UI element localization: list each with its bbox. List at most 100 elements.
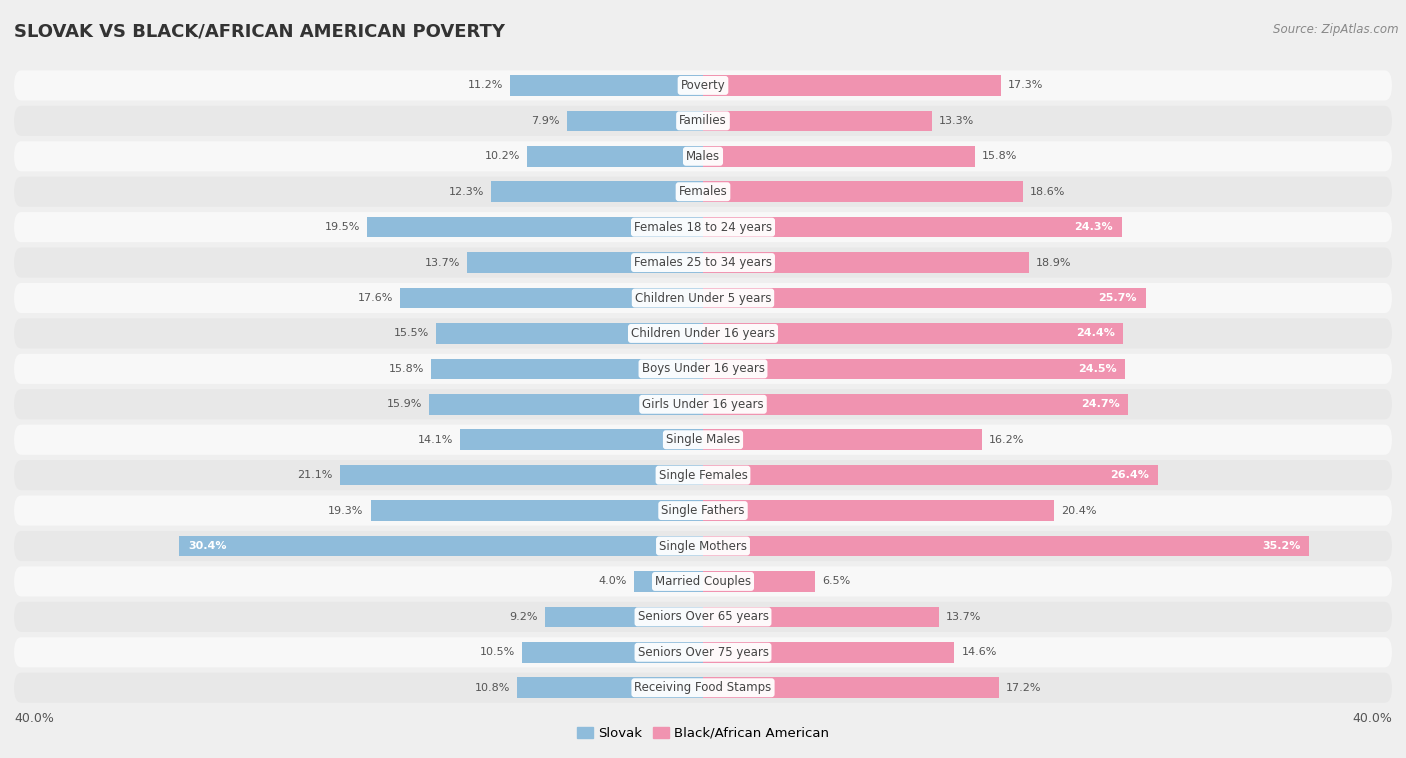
Bar [703, 359, 1125, 379]
FancyBboxPatch shape [14, 106, 1392, 136]
FancyBboxPatch shape [14, 70, 1392, 101]
Text: 30.4%: 30.4% [188, 541, 226, 551]
Text: Receiving Food Stamps: Receiving Food Stamps [634, 681, 772, 694]
Text: 40.0%: 40.0% [1353, 712, 1392, 725]
Bar [491, 181, 703, 202]
Text: Girls Under 16 years: Girls Under 16 years [643, 398, 763, 411]
FancyBboxPatch shape [14, 318, 1392, 349]
Text: Boys Under 16 years: Boys Under 16 years [641, 362, 765, 375]
Text: 6.5%: 6.5% [823, 576, 851, 587]
FancyBboxPatch shape [14, 637, 1392, 667]
Text: 11.2%: 11.2% [468, 80, 503, 90]
Bar [544, 606, 703, 627]
Text: 14.6%: 14.6% [962, 647, 997, 657]
Bar [703, 500, 1054, 521]
Text: 13.7%: 13.7% [425, 258, 460, 268]
Bar [703, 642, 955, 662]
Text: 12.3%: 12.3% [449, 186, 484, 197]
Text: SLOVAK VS BLACK/AFRICAN AMERICAN POVERTY: SLOVAK VS BLACK/AFRICAN AMERICAN POVERTY [14, 23, 505, 41]
Text: Children Under 5 years: Children Under 5 years [634, 292, 772, 305]
Text: 18.9%: 18.9% [1035, 258, 1071, 268]
Text: 15.9%: 15.9% [387, 399, 422, 409]
Text: 20.4%: 20.4% [1062, 506, 1097, 515]
Text: Seniors Over 65 years: Seniors Over 65 years [637, 610, 769, 623]
FancyBboxPatch shape [14, 141, 1392, 171]
Bar [703, 181, 1024, 202]
Text: 15.8%: 15.8% [388, 364, 425, 374]
Bar [517, 678, 703, 698]
Bar [703, 678, 1000, 698]
Bar [510, 75, 703, 96]
Bar [180, 536, 703, 556]
Text: 35.2%: 35.2% [1263, 541, 1301, 551]
FancyBboxPatch shape [14, 212, 1392, 243]
Text: Source: ZipAtlas.com: Source: ZipAtlas.com [1274, 23, 1399, 36]
Bar [703, 536, 1309, 556]
Text: Females 18 to 24 years: Females 18 to 24 years [634, 221, 772, 233]
FancyBboxPatch shape [14, 496, 1392, 525]
Text: 13.3%: 13.3% [939, 116, 974, 126]
Bar [399, 288, 703, 309]
FancyBboxPatch shape [14, 460, 1392, 490]
Bar [567, 111, 703, 131]
Text: Married Couples: Married Couples [655, 575, 751, 588]
Text: 9.2%: 9.2% [509, 612, 537, 622]
Text: 15.5%: 15.5% [394, 328, 429, 338]
Text: 13.7%: 13.7% [946, 612, 981, 622]
Text: Children Under 16 years: Children Under 16 years [631, 327, 775, 340]
Bar [703, 394, 1129, 415]
Bar [703, 75, 1001, 96]
Text: Females 25 to 34 years: Females 25 to 34 years [634, 256, 772, 269]
FancyBboxPatch shape [14, 354, 1392, 384]
FancyBboxPatch shape [14, 248, 1392, 277]
Text: 18.6%: 18.6% [1031, 186, 1066, 197]
Bar [634, 572, 703, 592]
Text: 24.4%: 24.4% [1076, 328, 1115, 338]
Text: 17.3%: 17.3% [1008, 80, 1043, 90]
Text: 26.4%: 26.4% [1111, 470, 1149, 480]
Text: 10.5%: 10.5% [479, 647, 515, 657]
Text: 19.5%: 19.5% [325, 222, 360, 232]
Text: Single Males: Single Males [666, 434, 740, 446]
Text: 7.9%: 7.9% [531, 116, 560, 126]
FancyBboxPatch shape [14, 390, 1392, 419]
Bar [436, 323, 703, 343]
Text: 24.5%: 24.5% [1078, 364, 1116, 374]
Text: 21.1%: 21.1% [297, 470, 333, 480]
Text: 40.0%: 40.0% [14, 712, 53, 725]
Legend: Slovak, Black/African American: Slovak, Black/African American [572, 722, 834, 745]
Text: 16.2%: 16.2% [988, 435, 1025, 445]
Text: 25.7%: 25.7% [1098, 293, 1137, 303]
Text: 14.1%: 14.1% [418, 435, 453, 445]
Bar [703, 288, 1146, 309]
Bar [371, 500, 703, 521]
Text: Single Mothers: Single Mothers [659, 540, 747, 553]
Bar [703, 146, 976, 167]
Text: 19.3%: 19.3% [329, 506, 364, 515]
Text: 4.0%: 4.0% [599, 576, 627, 587]
Bar [703, 465, 1157, 485]
Bar [703, 572, 815, 592]
Text: Families: Families [679, 114, 727, 127]
Bar [429, 394, 703, 415]
Bar [703, 217, 1122, 237]
Text: 10.2%: 10.2% [485, 152, 520, 161]
Text: Seniors Over 75 years: Seniors Over 75 years [637, 646, 769, 659]
Bar [522, 642, 703, 662]
Text: Single Fathers: Single Fathers [661, 504, 745, 517]
Bar [703, 430, 981, 450]
Text: Single Females: Single Females [658, 468, 748, 481]
FancyBboxPatch shape [14, 602, 1392, 632]
Bar [460, 430, 703, 450]
Bar [703, 606, 939, 627]
FancyBboxPatch shape [14, 566, 1392, 597]
Text: Males: Males [686, 150, 720, 163]
FancyBboxPatch shape [14, 424, 1392, 455]
FancyBboxPatch shape [14, 177, 1392, 207]
Text: 10.8%: 10.8% [475, 683, 510, 693]
Bar [527, 146, 703, 167]
Bar [703, 323, 1123, 343]
Bar [340, 465, 703, 485]
Text: 24.7%: 24.7% [1081, 399, 1119, 409]
FancyBboxPatch shape [14, 531, 1392, 561]
